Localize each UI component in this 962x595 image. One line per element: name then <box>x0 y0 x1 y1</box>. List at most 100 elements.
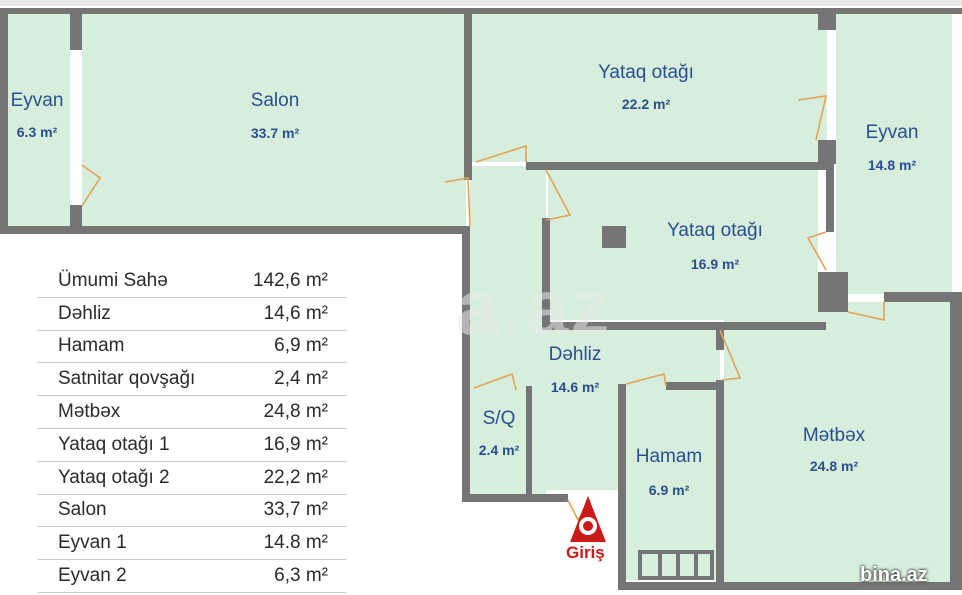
door-metbex <box>719 329 742 381</box>
floor-eyvan-left <box>8 14 70 228</box>
watermark: a.az <box>456 263 612 351</box>
room-salon-name: Salon <box>250 90 300 111</box>
table-row: Satnitar qovşağı 2,4 m² <box>38 363 346 397</box>
door-salon <box>444 177 471 227</box>
table-row-label: Yataq otağı 2 <box>58 466 170 488</box>
table-row-value: 142,6 m² <box>253 269 328 291</box>
table-row-value: 22,2 m² <box>263 466 328 488</box>
room-floors <box>8 14 952 582</box>
floor-hamam <box>626 392 716 580</box>
wall-bottom-left <box>462 494 568 502</box>
room-hamam-name: Hamam <box>635 446 703 467</box>
window-mullion-1 <box>658 554 662 576</box>
room-salon-area: 33.7 m² <box>250 125 300 141</box>
window-mullion-3 <box>694 554 698 576</box>
room-eyvan-left-name: Eyvan <box>10 90 64 111</box>
table-row-value: 24,8 m² <box>263 401 328 423</box>
table-row: Eyvan 1 14.8 m² <box>38 527 346 561</box>
wall-metbex-left <box>716 380 724 590</box>
wall-eyvan-salon-top <box>70 14 82 50</box>
table-row-label: Ümumi Sahə <box>58 269 168 291</box>
wall-bottom-right <box>618 582 962 590</box>
table-row: Yataq otağı 2 22,2 m² <box>38 462 346 495</box>
wall-yataq2-left <box>542 218 550 326</box>
wall-salon-bottom <box>0 226 470 234</box>
table-row: Yataq otağı 1 16,9 m² <box>38 429 346 462</box>
floor-yataq-2 <box>548 170 818 320</box>
wall-hamam-top <box>666 382 722 390</box>
room-yataq-1-name: Yataq otağı <box>598 62 694 83</box>
door-salon-eyvan <box>81 164 102 207</box>
door-swings <box>81 95 885 522</box>
table-row: Hamam 6,9 m² <box>38 331 346 364</box>
door-sq <box>473 372 517 391</box>
room-hamam-area: 6.9 m² <box>648 482 690 498</box>
wall-corridor-left <box>462 226 470 500</box>
room-eyvan-right-area: 14.8 m² <box>867 157 917 173</box>
table-row-value: 2,4 m² <box>274 368 328 390</box>
wall-yataq2-right <box>826 162 834 232</box>
table-row-value: 6,9 m² <box>274 335 328 357</box>
table-row: Dəhliz 14,6 m² <box>38 298 346 331</box>
wall-pillar-top <box>818 14 836 30</box>
wall-sq-right <box>526 386 532 496</box>
room-yataq-2-name: Yataq otağı <box>667 220 763 241</box>
table-row-value: 14,6 m² <box>263 302 328 324</box>
wall-top <box>0 8 962 14</box>
door-hamam <box>625 373 667 387</box>
top-edge <box>0 0 962 6</box>
table-row: Ümumi Sahə 142,6 m² <box>38 265 346 298</box>
floor-yataq-1 <box>471 14 827 162</box>
room-eyvan-left-area: 6.3 m² <box>16 124 58 140</box>
floor-metbex <box>724 302 950 582</box>
door-eyvan-right-2 <box>806 231 827 271</box>
room-sq-name: S/Q <box>482 408 516 429</box>
window-mullion-2 <box>676 554 680 576</box>
wall-pillar-low <box>818 272 848 312</box>
door-yataq-1 <box>475 144 527 163</box>
area-table: Ümumi Sahə 142,6 m² Dəhliz 14,6 m² Hamam 6,… <box>38 265 346 593</box>
table-row-value: 6,3 m² <box>274 565 328 587</box>
table-row-label: Yataq otağı 1 <box>58 433 170 455</box>
table-row-label: Mətbəx <box>58 401 121 423</box>
table-row-label: Satnitar qovşağı <box>58 368 196 390</box>
table-row-value: 16,9 m² <box>263 433 328 455</box>
room-eyvan-right-name: Eyvan <box>865 122 919 143</box>
wall-salon-right <box>464 14 472 180</box>
window-frame <box>638 550 714 580</box>
door-eyvan-right-1 <box>797 95 828 141</box>
table-row-value: 33,7 m² <box>263 499 328 521</box>
table-row-value: 14.8 m² <box>263 532 328 554</box>
table-row: Eyvan 2 6,3 m² <box>38 560 346 593</box>
wall-yataq2-bottom <box>542 322 826 330</box>
wall-pillar-mid <box>818 140 836 164</box>
table-row-label: Dəhliz <box>58 302 111 324</box>
room-yataq-1-area: 22.2 m² <box>621 96 671 112</box>
wall-hamam-left <box>618 384 626 590</box>
floor-sq <box>472 392 526 492</box>
floor-salon <box>82 14 466 226</box>
floor-eyvan-right <box>836 14 952 294</box>
table-row: Salon 33,7 m² <box>38 495 346 528</box>
room-metbex-name: Mətbəx <box>802 425 866 446</box>
room-dehliz-area: 14.6 m² <box>550 379 600 395</box>
table-row-label: Eyvan 2 <box>58 565 127 587</box>
room-metbex-area: 24.8 m² <box>809 458 859 474</box>
entrance-label: Giriş <box>566 543 605 562</box>
wall-left <box>0 8 8 234</box>
room-dehliz-name: Dəhliz <box>548 344 602 365</box>
door-yataq-2 <box>545 169 572 221</box>
entrance-marker-icon <box>570 496 606 542</box>
table-row: Mətbəx 24,8 m² <box>38 396 346 429</box>
room-yataq-2-area: 16.9 m² <box>690 256 740 272</box>
room-sq-area: 2.4 m² <box>478 442 520 458</box>
door-eyvan-right-3 <box>847 302 885 321</box>
wall-right <box>950 292 962 588</box>
table-row-label: Salon <box>58 499 107 521</box>
wall-pillar-small <box>602 226 626 248</box>
wall-yataq1-bottom <box>526 162 826 170</box>
table-row-label: Hamam <box>58 335 125 357</box>
wall-eyvan-salon-bottom <box>70 205 82 227</box>
